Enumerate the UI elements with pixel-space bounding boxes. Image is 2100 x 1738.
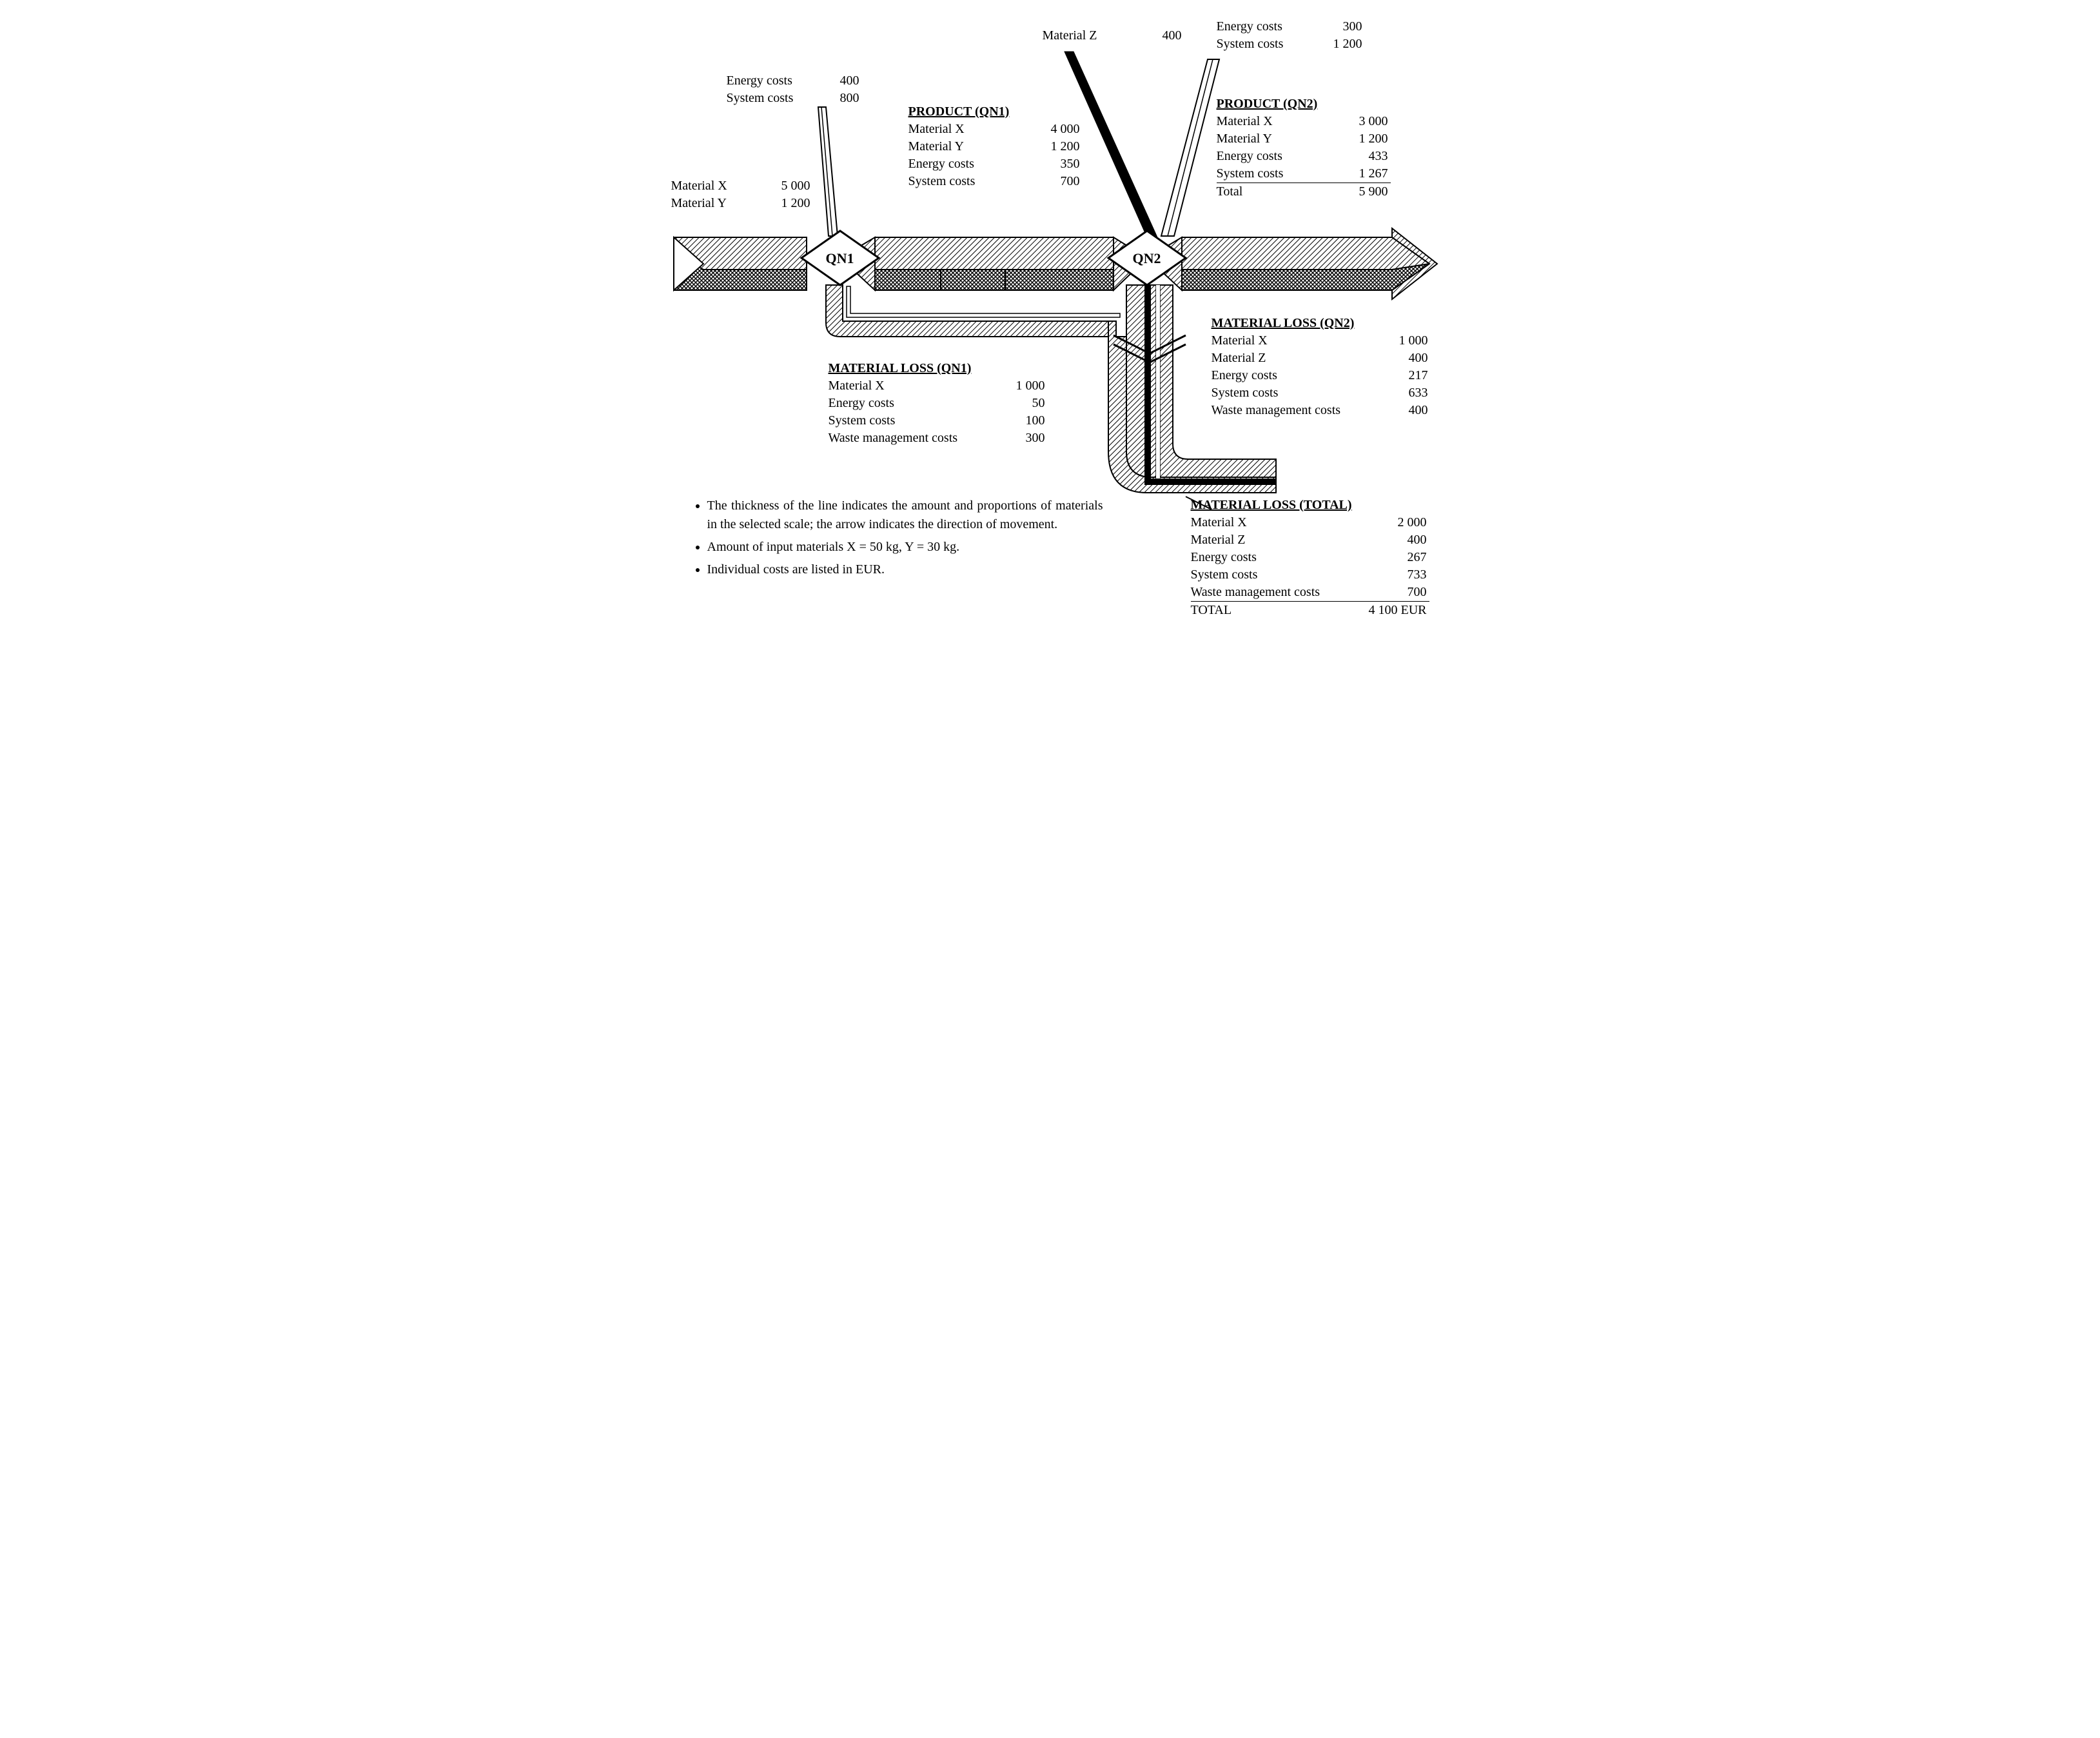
row-label: System costs (908, 173, 1010, 190)
row-label: Material Z (1043, 27, 1125, 44)
block-matz_label: Material Z400 (1043, 27, 1184, 44)
flow-input-to-qn1 (674, 237, 807, 290)
row-value: 1 267 (1319, 165, 1391, 183)
row-value: 400 (1371, 402, 1431, 419)
row-value: 400 (1371, 350, 1431, 367)
row-value: 1 000 (988, 377, 1048, 395)
row-value: 1 200 (747, 195, 813, 212)
edge-qn1-top-in (818, 107, 838, 236)
block-product_qn2: PRODUCT (QN2)Material X3 000Material Y1 … (1217, 95, 1391, 201)
row-value: 5 000 (747, 177, 813, 195)
row-value: 4 100 EUR (1344, 602, 1429, 620)
block-matloss_qn1: MATERIAL LOSS (QN1)Material X1 000Energy… (829, 360, 1048, 447)
row-value: 1 000 (1371, 332, 1431, 350)
row-label: System costs (829, 412, 988, 430)
row-label: Material X (908, 121, 1010, 138)
block-qn2_top_costs: Energy costs300System costs1 200 (1217, 18, 1365, 53)
row-label: System costs (1217, 35, 1299, 53)
row-label: Material X (1217, 113, 1319, 130)
row-label: System costs (1217, 165, 1319, 183)
block-title: MATERIAL LOSS (QN1) (829, 360, 1048, 377)
row-label: TOTAL (1191, 602, 1344, 620)
row-value: 350 (1010, 155, 1083, 173)
row-label: Material Y (671, 195, 747, 212)
row-value: 300 (1299, 18, 1365, 35)
row-label: System costs (1191, 566, 1344, 584)
row-value: 267 (1344, 549, 1429, 566)
row-value: 633 (1371, 384, 1431, 402)
row-label: Waste management costs (1212, 402, 1371, 419)
footnotes: The thickness of the line indicates the … (691, 497, 1103, 583)
row-label: Material Z (1191, 531, 1344, 549)
row-value: 1 200 (1010, 138, 1083, 155)
block-matloss_total: MATERIAL LOSS (TOTAL)Material X2 000Mate… (1191, 497, 1429, 619)
flow-loss-qn1 (826, 285, 1120, 337)
row-value: 100 (988, 412, 1048, 430)
row-label: Energy costs (1217, 148, 1319, 165)
row-value: 1 200 (1319, 130, 1391, 148)
row-value: 700 (1344, 584, 1429, 602)
row-label: System costs (1212, 384, 1371, 402)
row-value: 400 (803, 72, 862, 90)
block-qn1_left_inputs: Material X5 000Material Y1 200 (671, 177, 813, 212)
row-label: Energy costs (1212, 367, 1371, 384)
block-matloss_qn2: MATERIAL LOSS (QN2)Material X1 000Materi… (1212, 315, 1431, 419)
row-label: System costs (727, 90, 803, 107)
row-value: 50 (988, 395, 1048, 412)
block-title: PRODUCT (QN2) (1217, 95, 1391, 113)
flow-qn1-to-qn2 (840, 237, 1147, 290)
row-label: Energy costs (829, 395, 988, 412)
row-label: Energy costs (1217, 18, 1299, 35)
row-value: 1 200 (1299, 35, 1365, 53)
node-qn2-label: QN2 (1130, 250, 1164, 267)
row-label: Material X (829, 377, 988, 395)
row-label: Material X (1191, 514, 1344, 531)
row-label: Energy costs (727, 72, 803, 90)
row-value: 4 000 (1010, 121, 1083, 138)
block-qn1_top_costs: Energy costs400System costs800 (727, 72, 862, 107)
flow-qn2-to-output (1147, 228, 1437, 299)
row-label: Energy costs (1191, 549, 1344, 566)
row-label: Material Y (1217, 130, 1319, 148)
row-value: 400 (1344, 531, 1429, 549)
row-label: Material X (671, 177, 747, 195)
row-label: Energy costs (908, 155, 1010, 173)
row-value: 433 (1319, 148, 1391, 165)
footnote-item: Amount of input materials X = 50 kg, Y =… (707, 538, 1103, 557)
block-title: MATERIAL LOSS (TOTAL) (1191, 497, 1429, 514)
node-qn1-label: QN1 (823, 250, 857, 267)
row-value: 217 (1371, 367, 1431, 384)
row-value: 3 000 (1319, 113, 1391, 130)
row-value: 700 (1010, 173, 1083, 190)
diagram-stage: QN1 QN2 Energy costs400System costs800Ma… (657, 0, 1444, 651)
row-label: Material Z (1212, 350, 1371, 367)
row-label: Total (1217, 183, 1319, 201)
block-title: PRODUCT (QN1) (908, 103, 1083, 121)
row-value: 400 (1125, 27, 1184, 44)
row-value: 5 900 (1319, 183, 1391, 201)
row-label: Material Y (908, 138, 1010, 155)
block-product_qn1: PRODUCT (QN1)Material X4 000Material Y1 … (908, 103, 1083, 190)
footnote-item: Individual costs are listed in EUR. (707, 560, 1103, 579)
row-label: Waste management costs (829, 430, 988, 447)
row-label: Material X (1212, 332, 1371, 350)
row-value: 2 000 (1344, 514, 1429, 531)
footnote-item: The thickness of the line indicates the … (707, 497, 1103, 534)
row-value: 800 (803, 90, 862, 107)
row-value: 733 (1344, 566, 1429, 584)
row-label: Waste management costs (1191, 584, 1344, 602)
block-title: MATERIAL LOSS (QN2) (1212, 315, 1431, 332)
row-value: 300 (988, 430, 1048, 447)
